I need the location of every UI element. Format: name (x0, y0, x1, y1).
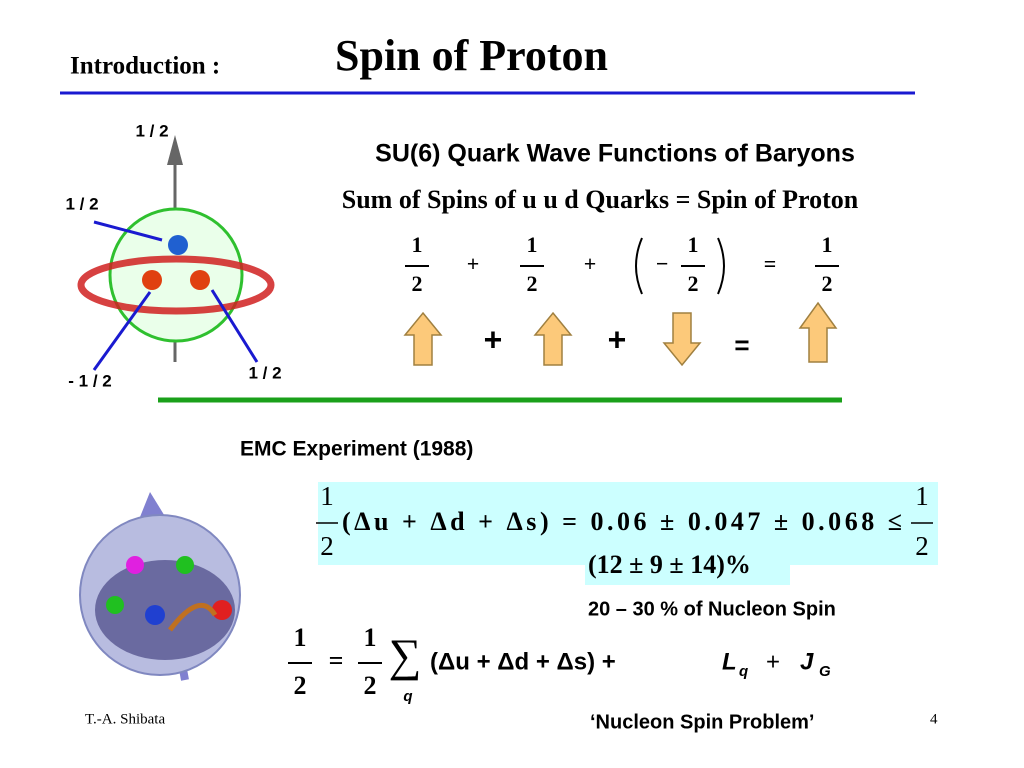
spin-down-arrow (662, 312, 702, 367)
sum-terms: (Δu + Δd + Δs) + (430, 648, 616, 675)
orbital-term: L (722, 648, 737, 675)
denominator: 2 (412, 271, 423, 296)
emc-expression: (Δu + Δd + Δs) = 0.06 ± 0.047 ± 0.068 ≤ (342, 507, 902, 536)
denominator: 2 (822, 271, 833, 296)
operator: = (764, 251, 777, 276)
emc-heading: EMC Experiment (1988) (240, 438, 473, 461)
denominator: 2 (527, 271, 538, 296)
spin-up-arrow (403, 311, 443, 366)
denominator: 2 (688, 271, 699, 296)
formula-box (318, 482, 938, 565)
spin-label: - 1 / 2 (68, 371, 111, 390)
subscript: G (819, 663, 831, 680)
sigma: ∑ (389, 630, 422, 681)
emc-note: 20 – 30 % of Nucleon Spin (588, 598, 836, 620)
operator: + (584, 251, 597, 276)
numerator: 1 (915, 481, 929, 511)
operator: + (467, 251, 480, 276)
numerator: 1 (320, 481, 334, 511)
numerator: 1 (412, 232, 423, 257)
nucleon-figure (79, 492, 241, 681)
operator: + (766, 648, 780, 675)
operator: + (484, 321, 503, 357)
denominator: 2 (364, 671, 377, 700)
author: T.-A. Shibata (85, 711, 165, 727)
spin-up-arrow (798, 301, 838, 363)
sum-index: q (403, 688, 412, 705)
denominator: 2 (320, 531, 334, 561)
gluon-term: J (800, 648, 814, 675)
numerator: 1 (822, 232, 833, 257)
title-prefix: Introduction : (70, 53, 220, 80)
denominator: 2 (915, 531, 929, 561)
paren (717, 237, 725, 295)
su6-subheading: Sum of Spins of u u d Quarks = Spin of P… (342, 185, 859, 214)
operator: − (656, 251, 669, 276)
numerator: 1 (527, 232, 538, 257)
page-number: 4 (930, 711, 938, 727)
spin-label: 1 / 2 (248, 363, 281, 382)
formula-box (585, 555, 790, 585)
title: Spin of Proton (335, 31, 608, 80)
spin-label: 1 / 2 (135, 121, 168, 140)
su6-heading: SU(6) Quark Wave Functions of Baryons (375, 140, 855, 168)
denominator: 2 (294, 671, 307, 700)
operator: = (734, 330, 749, 360)
spin-up-arrow (533, 311, 573, 366)
spin-label: 1 / 2 (65, 194, 98, 213)
proton-figure (77, 135, 275, 371)
numerator: 1 (688, 232, 699, 257)
subscript: q (739, 663, 748, 680)
numerator: 1 (364, 623, 377, 652)
caption: ‘Nucleon Spin Problem’ (590, 711, 814, 733)
operator: + (608, 321, 627, 357)
operator: = (329, 646, 344, 675)
emc-percent: (12 ± 9 ± 14)% (588, 550, 751, 579)
numerator: 1 (294, 623, 307, 652)
paren (635, 237, 643, 295)
